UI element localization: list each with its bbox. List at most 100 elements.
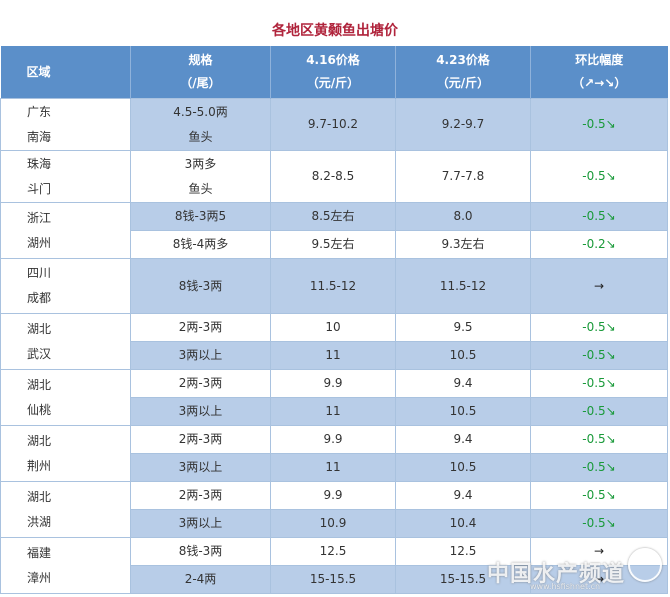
price-416-cell: 9.5左右 <box>270 230 396 259</box>
price-423-cell: 10.5 <box>395 453 531 482</box>
region-city: 漳州 <box>27 570 52 585</box>
header-price-416-line1: 4.16价格 <box>306 53 360 67</box>
spec-note: 鱼头 <box>188 129 213 144</box>
region-city: 仙桃 <box>27 402 52 417</box>
spec-cell: 3两以上 <box>130 453 271 482</box>
spec-size: 3两以上 <box>178 460 223 474</box>
region-province: 湖北 <box>27 321 52 336</box>
region-cell: 湖北 洪湖 <box>0 481 131 538</box>
header-spec-line1: 规格 <box>188 53 213 67</box>
price-416-cell: 9.9 <box>270 369 396 398</box>
table-row: 2-4两 15-15.5 15-15.5 → <box>1 565 668 594</box>
price-423-cell: 12.5 <box>395 537 531 566</box>
header-price-416-line2: （元/斤） <box>306 76 360 90</box>
spec-cell: 8钱-3两 <box>130 258 271 314</box>
spec-cell: 2两-3两 <box>130 369 271 398</box>
table-row: 3两以上 11 10.5 -0.5↘ <box>1 397 668 426</box>
change-cell: -0.5↘ <box>530 202 668 231</box>
spec-cell: 8钱-3两 <box>130 537 271 566</box>
region-province: 湖北 <box>27 377 52 392</box>
header-change-line1: 环比幅度 <box>575 53 624 67</box>
change-cell: -0.5↘ <box>530 341 668 370</box>
spec-size: 2两-3两 <box>178 376 223 390</box>
spec-size: 2两-3两 <box>178 432 223 446</box>
region-city: 湖州 <box>27 235 52 250</box>
spec-size: 4.5-5.0两 <box>173 104 228 119</box>
spec-size: 3两以上 <box>178 404 223 418</box>
spec-size: 3两多 <box>184 156 217 171</box>
table-row: 湖北仙桃 2两-3两 9.9 9.4 -0.5↘ <box>0 369 668 426</box>
spec-size: 3两以上 <box>178 516 223 530</box>
price-423-cell: 9.4 <box>395 369 531 398</box>
price-423-cell: 10.4 <box>395 509 531 538</box>
region-city: 南海 <box>27 129 52 144</box>
region-city: 武汉 <box>27 346 52 361</box>
region-city: 斗门 <box>27 181 52 196</box>
region-cell: 湖北 荆州 <box>0 425 131 482</box>
region-province: 珠海 <box>27 156 52 171</box>
spec-cell: 2两-3两 <box>130 481 271 510</box>
price-416-cell: 10 <box>270 313 396 342</box>
table-row: 湖北荆州 2两-3两 9.9 9.4 -0.5↘ <box>0 425 668 482</box>
table-body: 广东 南海 4.5-5.0两 鱼头 9.7-10.2 9.2-9.7 -0.5↘ 珠海 斗门 3两… <box>0 98 668 594</box>
price-416-cell: 15-15.5 <box>270 565 396 594</box>
table-title: 各地区黄颡鱼出塘价 <box>272 23 398 39</box>
change-cell: -0.5↘ <box>530 397 668 426</box>
region-cell: 福建 漳州 <box>0 537 131 594</box>
watermark-url: www.hsfishnet.cn <box>530 582 601 591</box>
table-row: 浙江 湖州 8钱-3两5 8.5左右 8.0 -0.5↘ <box>0 202 668 259</box>
header-change: 环比幅度 （↗→↘） <box>530 46 668 99</box>
region-province: 四川 <box>27 266 52 280</box>
change-cell: -0.5↘ <box>530 453 668 482</box>
region-city: 成都 <box>27 291 52 305</box>
spec-cell: 3两以上 <box>130 341 271 370</box>
region-province: 湖北 <box>27 433 52 448</box>
spec-size: 2-4两 <box>184 572 217 586</box>
region-province: 广东 <box>27 104 52 119</box>
table-row: 湖北 洪湖 2两-3两 9.9 9.4 -0.5↘ <box>0 481 668 538</box>
spec-cell: 3两以上 <box>130 509 271 538</box>
price-416-cell: 9.7-10.2 <box>270 98 396 151</box>
watermark-logo-icon <box>628 548 662 582</box>
change-cell: → <box>530 258 668 314</box>
change-cell: -0.5↘ <box>530 150 668 203</box>
header-price-423-line2: （元/斤） <box>436 76 490 90</box>
region-city: 荆州 <box>27 458 52 473</box>
spec-cell: 2两-3两 <box>130 425 271 454</box>
change-cell: -0.5↘ <box>530 313 668 342</box>
price-423-cell: 7.7-7.8 <box>395 150 531 203</box>
change-cell: -0.5↘ <box>530 425 668 454</box>
price-423-cell: 9.2-9.7 <box>395 98 531 151</box>
change-cell: -0.5↘ <box>530 98 668 151</box>
price-416-cell: 12.5 <box>270 537 396 566</box>
region-cell: 四川 成都 <box>0 258 131 314</box>
price-423-cell: 10.5 <box>395 341 531 370</box>
price-416-cell: 11 <box>270 341 396 370</box>
table-row: 8钱-4两多 9.5左右 9.3左右 -0.2↘ <box>1 230 668 259</box>
header-region: 区域 <box>0 46 131 99</box>
header-price-423: 4.23价格 （元/斤） <box>395 46 531 99</box>
spec-cell: 8钱-3两5 <box>130 202 271 231</box>
spec-size: 2两-3两 <box>178 320 223 334</box>
spec-size: 8钱-3两5 <box>174 209 227 223</box>
spec-cell: 3两以上 <box>130 397 271 426</box>
price-416-cell: 9.9 <box>270 425 396 454</box>
price-416-cell: 8.2-8.5 <box>270 150 396 203</box>
spec-cell: 4.5-5.0两 鱼头 <box>130 98 271 151</box>
price-423-cell: 9.4 <box>395 425 531 454</box>
region-cell: 广东 南海 <box>0 98 131 151</box>
watermark-text: 中国水产频道 <box>487 562 626 587</box>
change-cell: -0.5↘ <box>530 481 668 510</box>
price-423-cell: 10.5 <box>395 397 531 426</box>
spec-cell: 2两-3两 <box>130 313 271 342</box>
price-416-cell: 11 <box>270 453 396 482</box>
region-cell: 湖北 武汉 <box>0 313 131 370</box>
table-row: 湖北 武汉 2两-3两 10 9.5 -0.5↘ <box>0 313 668 370</box>
change-cell: -0.5↘ <box>530 509 668 538</box>
table-row: 广东 南海 4.5-5.0两 鱼头 9.7-10.2 9.2-9.7 -0.5↘ <box>0 98 668 151</box>
change-cell: -0.2↘ <box>530 230 668 259</box>
price-423-cell: 9.3左右 <box>395 230 531 259</box>
spec-cell: 8钱-4两多 <box>130 230 271 259</box>
region-province: 福建 <box>27 545 52 560</box>
spec-cell: 3两多 鱼头 <box>130 150 271 203</box>
